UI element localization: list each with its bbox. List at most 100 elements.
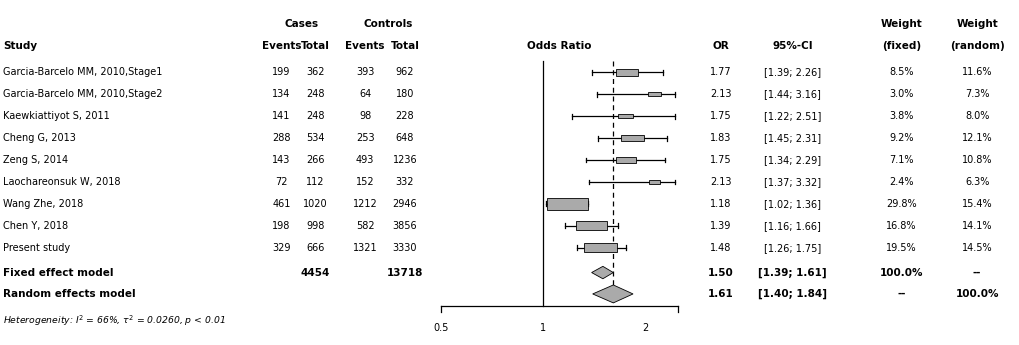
Text: [1.22; 2.51]: [1.22; 2.51]	[763, 111, 820, 121]
Text: 1.77: 1.77	[709, 68, 732, 77]
Text: 198: 198	[272, 221, 290, 231]
Text: 534: 534	[306, 133, 324, 143]
Text: 648: 648	[395, 133, 414, 143]
Text: 8.0%: 8.0%	[964, 111, 988, 121]
Text: 1.50: 1.50	[707, 268, 734, 277]
Text: 2.4%: 2.4%	[889, 177, 913, 187]
Text: 1.75: 1.75	[709, 111, 732, 121]
Text: 14.5%: 14.5%	[961, 243, 991, 253]
Text: Laochareonsuk W, 2018: Laochareonsuk W, 2018	[3, 177, 120, 187]
Text: 14.1%: 14.1%	[961, 221, 991, 231]
Text: Total: Total	[301, 41, 329, 50]
Text: Random effects model: Random effects model	[3, 289, 136, 299]
Text: [1.39; 2.26]: [1.39; 2.26]	[763, 68, 820, 77]
Text: 3.8%: 3.8%	[889, 111, 913, 121]
Text: 180: 180	[395, 89, 414, 99]
Text: 98: 98	[359, 111, 371, 121]
Bar	[647, 92, 660, 96]
Text: Present study: Present study	[3, 243, 70, 253]
Text: 248: 248	[306, 89, 324, 99]
Text: 1236: 1236	[392, 155, 417, 165]
Bar	[576, 221, 606, 230]
Text: 248: 248	[306, 111, 324, 121]
Text: Wang Zhe, 2018: Wang Zhe, 2018	[3, 199, 84, 209]
Text: [1.37; 3.32]: [1.37; 3.32]	[763, 177, 820, 187]
Text: 8.5%: 8.5%	[889, 68, 913, 77]
Text: 1.61: 1.61	[707, 289, 734, 299]
Text: 1.75: 1.75	[709, 155, 732, 165]
Text: 141: 141	[272, 111, 290, 121]
Text: Heterogeneity: $I^2$ = 66%, $\tau^2$ = 0.0260, $p$ < 0.01: Heterogeneity: $I^2$ = 66%, $\tau^2$ = 0…	[3, 314, 225, 328]
Text: 1212: 1212	[353, 199, 377, 209]
Text: 329: 329	[272, 243, 290, 253]
Text: 134: 134	[272, 89, 290, 99]
Text: 2.13: 2.13	[709, 177, 732, 187]
Text: Weight: Weight	[956, 19, 997, 29]
Text: [1.34; 2.29]: [1.34; 2.29]	[763, 155, 820, 165]
Text: OR: OR	[712, 41, 729, 50]
Text: Garcia-Barcelo MM, 2010,Stage2: Garcia-Barcelo MM, 2010,Stage2	[3, 89, 162, 99]
Text: 112: 112	[306, 177, 324, 187]
Text: Odds Ratio: Odds Ratio	[527, 41, 591, 50]
Text: 962: 962	[395, 68, 414, 77]
Text: Fixed effect model: Fixed effect model	[3, 268, 113, 277]
Text: 1.83: 1.83	[710, 133, 731, 143]
Text: (random): (random)	[949, 41, 1004, 50]
Text: 12.1%: 12.1%	[961, 133, 991, 143]
Text: 2: 2	[642, 323, 648, 333]
Text: 100.0%: 100.0%	[955, 289, 998, 299]
Text: Weight: Weight	[880, 19, 921, 29]
Text: Controls: Controls	[363, 19, 413, 29]
Text: Total: Total	[390, 41, 419, 50]
Text: 6.3%: 6.3%	[964, 177, 988, 187]
Text: Garcia-Barcelo MM, 2010,Stage1: Garcia-Barcelo MM, 2010,Stage1	[3, 68, 162, 77]
Text: 3856: 3856	[392, 221, 417, 231]
Text: --: --	[897, 289, 905, 299]
Text: Cheng G, 2013: Cheng G, 2013	[3, 133, 75, 143]
Text: 393: 393	[356, 68, 374, 77]
Text: 2.13: 2.13	[709, 89, 732, 99]
Text: 4454: 4454	[301, 268, 329, 277]
Text: 13718: 13718	[386, 268, 423, 277]
Bar	[615, 157, 635, 163]
Text: Kaewkiattiyot S, 2011: Kaewkiattiyot S, 2011	[3, 111, 110, 121]
Text: 9.2%: 9.2%	[889, 133, 913, 143]
Text: 228: 228	[395, 111, 414, 121]
Text: [1.44; 3.16]: [1.44; 3.16]	[763, 89, 820, 99]
Text: 199: 199	[272, 68, 290, 77]
Text: 0.5: 0.5	[432, 323, 448, 333]
Bar	[648, 180, 659, 184]
Text: [1.45; 2.31]: [1.45; 2.31]	[763, 133, 820, 143]
Text: 72: 72	[275, 177, 287, 187]
Text: 998: 998	[306, 221, 324, 231]
Text: (fixed): (fixed)	[881, 41, 920, 50]
Text: 11.6%: 11.6%	[961, 68, 991, 77]
Text: 253: 253	[356, 133, 374, 143]
Text: Events: Events	[262, 41, 301, 50]
Text: 582: 582	[356, 221, 374, 231]
Text: 7.1%: 7.1%	[889, 155, 913, 165]
Text: Study: Study	[3, 41, 37, 50]
Text: Chen Y, 2018: Chen Y, 2018	[3, 221, 68, 231]
Text: 143: 143	[272, 155, 290, 165]
Text: Cases: Cases	[284, 19, 318, 29]
Text: 19.5%: 19.5%	[886, 243, 916, 253]
Text: --: --	[972, 268, 980, 277]
Text: 1020: 1020	[303, 199, 327, 209]
Polygon shape	[591, 266, 612, 279]
Text: 266: 266	[306, 155, 324, 165]
Text: 10.8%: 10.8%	[961, 155, 991, 165]
Text: 100.0%: 100.0%	[879, 268, 922, 277]
Text: 332: 332	[395, 177, 414, 187]
Text: Zeng S, 2014: Zeng S, 2014	[3, 155, 68, 165]
Text: 2946: 2946	[392, 199, 417, 209]
Text: [1.02; 1.36]: [1.02; 1.36]	[763, 199, 820, 209]
Text: [1.39; 1.61]: [1.39; 1.61]	[757, 267, 826, 278]
Text: 493: 493	[356, 155, 374, 165]
Text: 16.8%: 16.8%	[886, 221, 916, 231]
Text: 1.18: 1.18	[710, 199, 731, 209]
Bar	[615, 69, 638, 76]
Text: 1.39: 1.39	[710, 221, 731, 231]
Polygon shape	[592, 285, 633, 303]
Text: 1321: 1321	[353, 243, 377, 253]
